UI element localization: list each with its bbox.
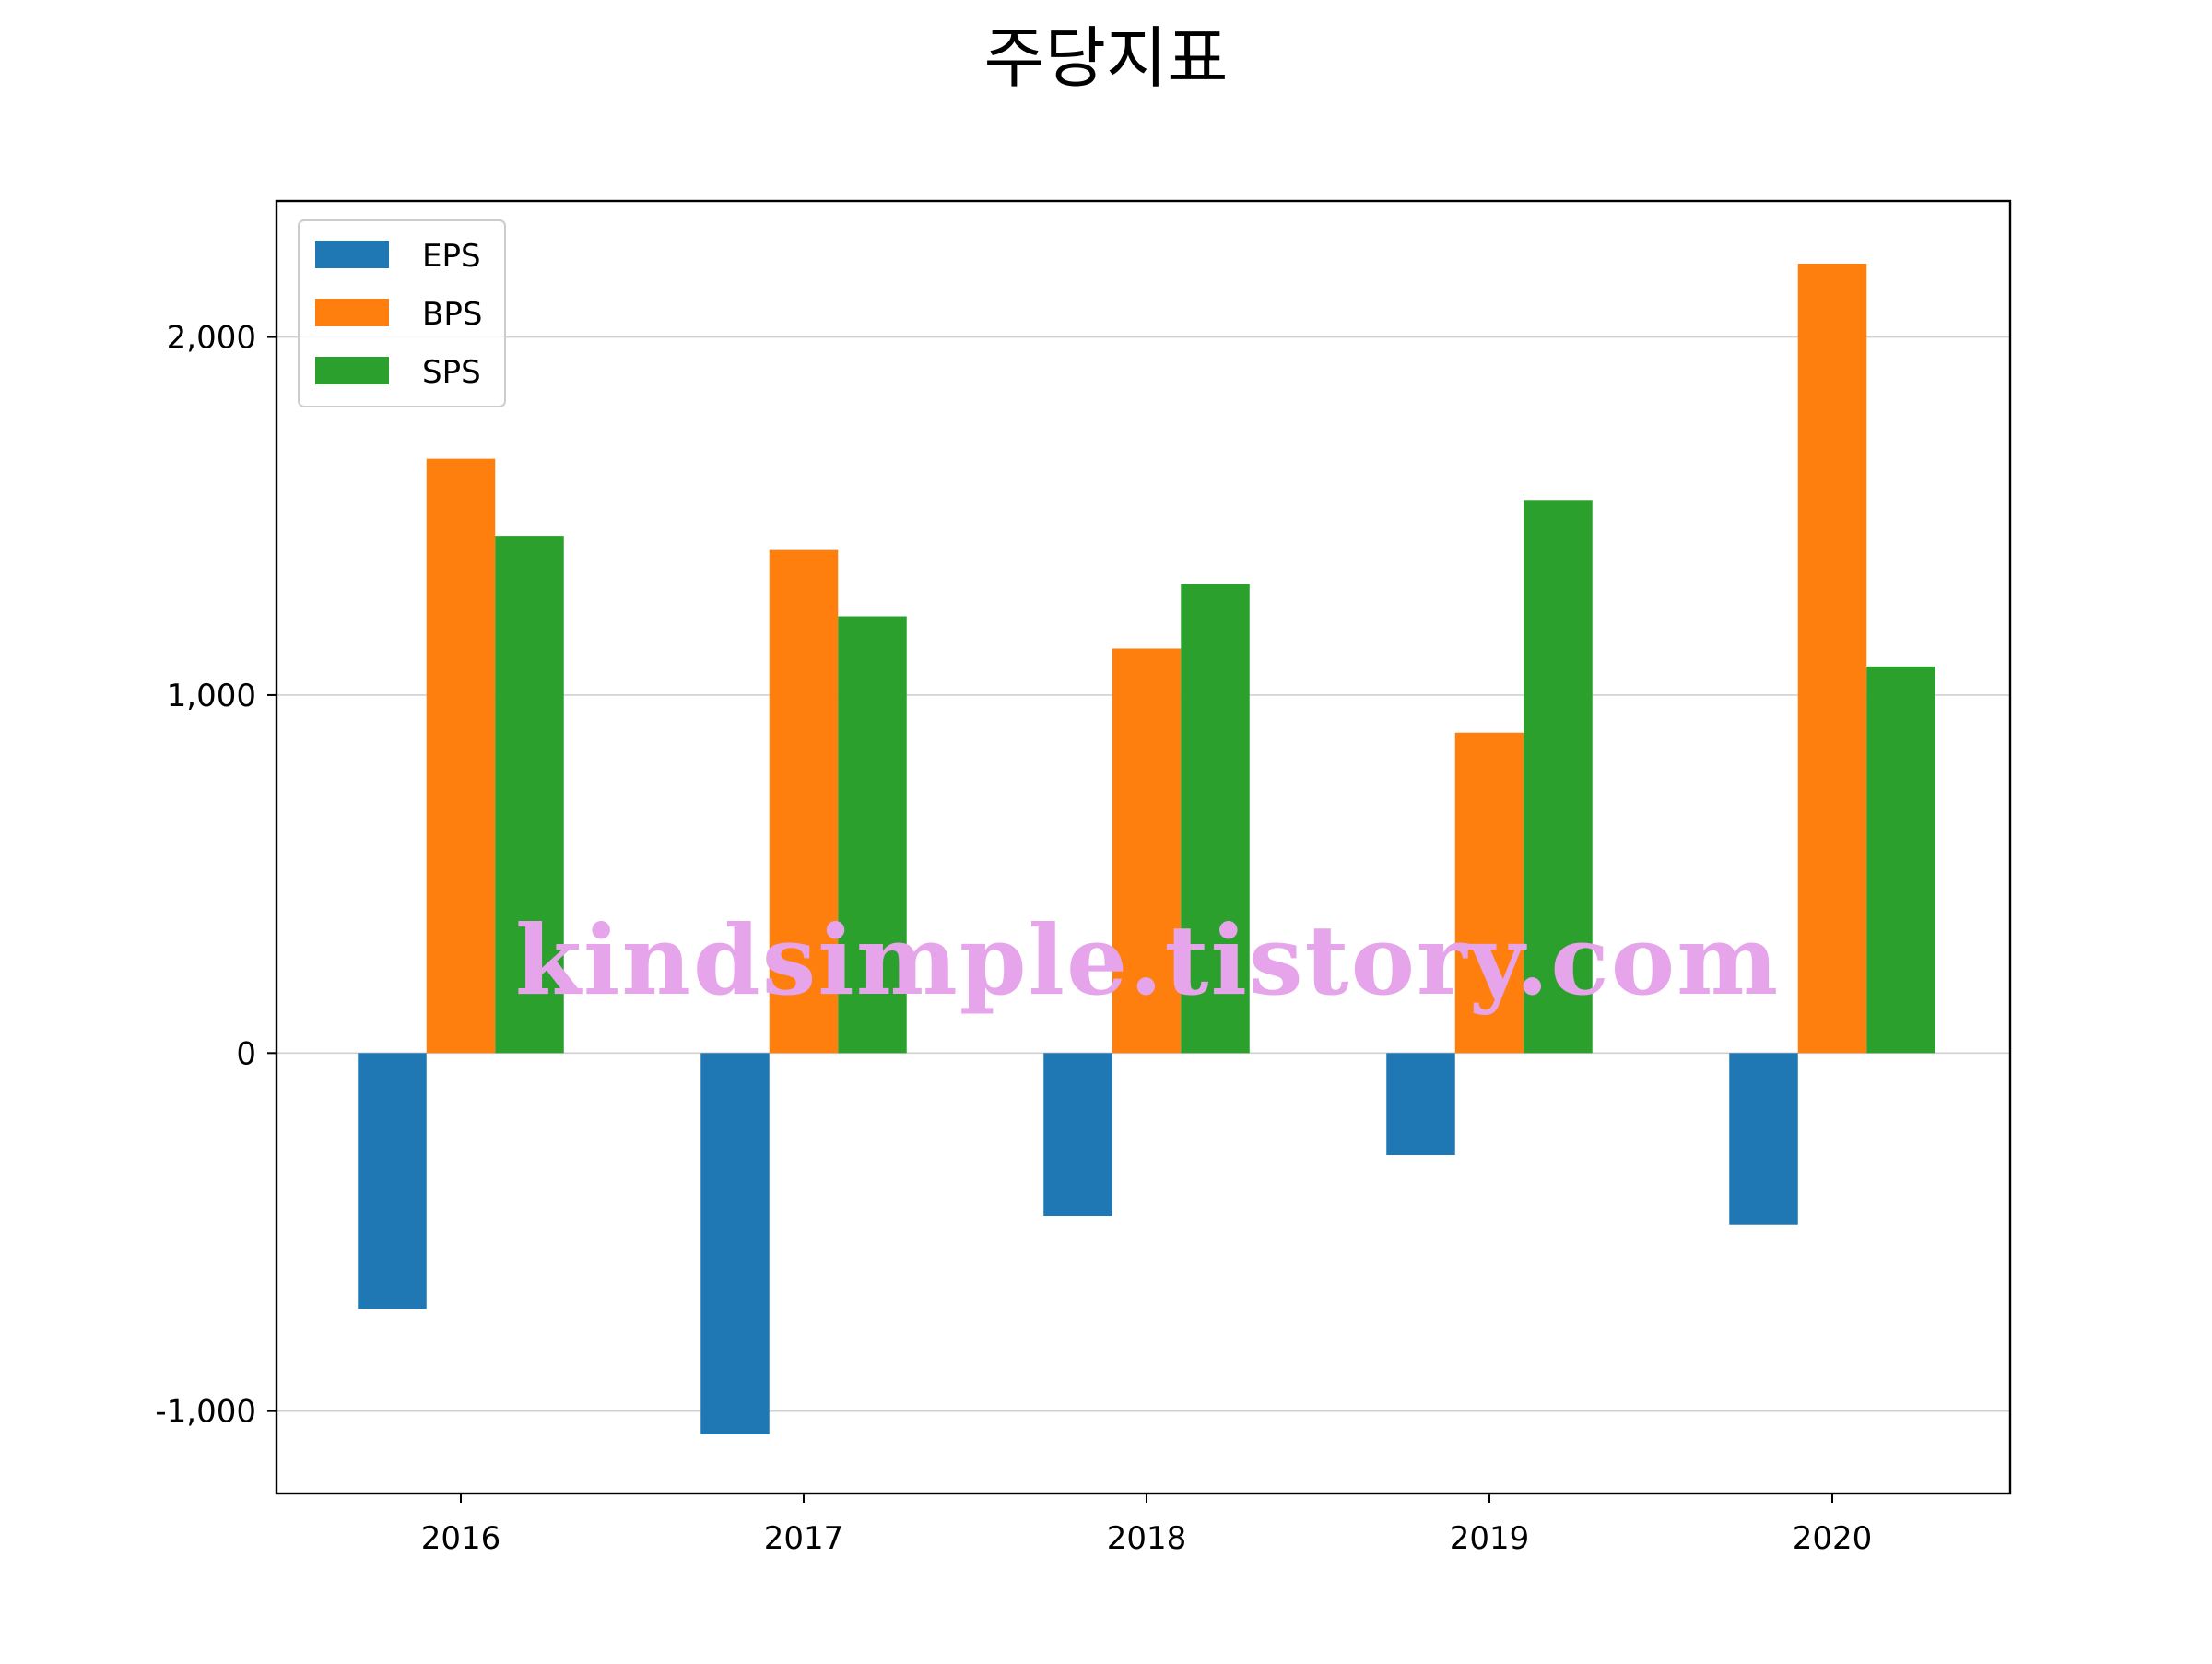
bar-sps-2018: [1181, 584, 1250, 1054]
bars: [358, 263, 1936, 1434]
y-tick-label: 1,000: [167, 678, 256, 714]
chart-title: 주당지표: [984, 19, 1229, 97]
bar-bps-2016: [426, 458, 496, 1054]
bar-sps-2019: [1524, 500, 1593, 1054]
bar-eps-2018: [1043, 1053, 1112, 1217]
y-tick-label: 2,000: [167, 320, 256, 357]
plot-frame: [275, 199, 2012, 1495]
bar-eps-2019: [1386, 1053, 1455, 1155]
legend-swatch-eps: [315, 241, 389, 268]
bar-sps-2017: [838, 616, 907, 1054]
x-tick-label: 2019: [1450, 1520, 1530, 1557]
watermark: kindsimple.tistory.com: [515, 903, 1780, 1017]
y-tick-label: 0: [236, 1035, 256, 1072]
legend-swatch-sps: [315, 357, 389, 384]
bar-sps-2016: [495, 536, 564, 1054]
bar-eps-2020: [1729, 1053, 1798, 1225]
bar-eps-2017: [700, 1053, 770, 1434]
bar-sps-2020: [1866, 666, 1936, 1054]
y-tick-label: -1,000: [155, 1394, 256, 1431]
bar-bps-2020: [1797, 263, 1867, 1054]
bar-bps-2018: [1112, 648, 1182, 1054]
bar-bps-2017: [769, 549, 839, 1054]
x-tick-label: 2020: [1793, 1520, 1873, 1557]
bar-eps-2016: [358, 1053, 427, 1309]
legend-label-eps: EPS: [422, 238, 481, 275]
x-tick-label: 2016: [421, 1520, 501, 1557]
legend-swatch-bps: [315, 299, 389, 326]
x-tick-label: 2018: [1107, 1520, 1187, 1557]
x-tick-label: 2017: [764, 1520, 844, 1557]
legend-label-bps: BPS: [422, 296, 482, 333]
bar-bps-2019: [1454, 732, 1524, 1054]
legend: EPS BPS SPS: [298, 219, 506, 407]
axes: -1,000 0 1,000 2,000 2016 2017 2018 2019 2020: [155, 199, 2012, 1557]
legend-label-sps: SPS: [422, 354, 481, 391]
